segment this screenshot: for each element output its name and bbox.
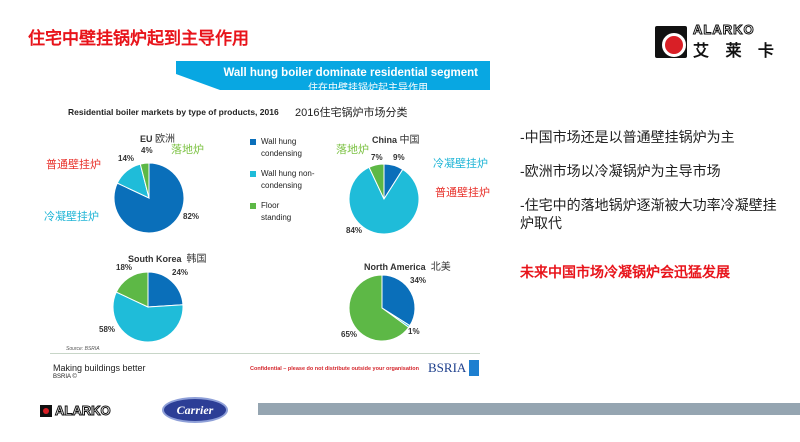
eu-slice-condensing	[113, 162, 185, 234]
eu-slice-floor	[139, 162, 150, 199]
copyright: BSRIA ©	[53, 374, 77, 380]
china-anno-floor: 落地炉	[336, 144, 369, 156]
na-label-noncondensing: 1%	[408, 327, 420, 336]
na-label-floor: 65%	[341, 330, 358, 339]
legend: Wall hung condensing Wall hung non-conde…	[250, 136, 321, 232]
bsria-logo: BSRIA	[428, 360, 480, 376]
korea-slice-condensing	[147, 271, 184, 308]
eu-label-condensing: 82%	[183, 212, 200, 221]
banner: Wall hung boiler dominate residential se…	[176, 61, 490, 90]
korea-label-floor: 18%	[116, 263, 133, 272]
logo-cn: 艾 莱 卡	[693, 43, 780, 60]
china-anno-noncondensing: 普通壁挂炉	[435, 187, 490, 199]
na-label-condensing: 34%	[410, 276, 427, 285]
eu-label-floor: 4%	[141, 146, 153, 155]
divider	[50, 353, 480, 354]
slide-title: 住宅中壁挂锅炉起到主导作用	[28, 29, 249, 48]
china-label-condensing: 9%	[393, 153, 405, 162]
eu-anno-floor: 落地炉	[171, 144, 204, 156]
eu-anno-noncondensing: 普通壁挂炉	[46, 159, 101, 171]
conclusion: 未来中国市场冷凝锅炉会迅猛发展	[520, 264, 730, 280]
na-name: North America 北美	[364, 262, 451, 273]
china-name: China 中国	[372, 135, 420, 146]
korea-slice-noncondensing	[112, 291, 184, 343]
footer-bar	[258, 403, 800, 415]
legend-swatch	[250, 139, 256, 145]
banner-cn: 住在中壁挂锅炉起主导作用	[308, 83, 428, 94]
china-anno-condensing: 冷凝壁挂炉	[433, 158, 488, 170]
china-slice-floor	[368, 163, 385, 200]
bullet-item: -住宅中的落地锅炉逐渐被大功率冷凝壁挂炉取代	[520, 197, 777, 231]
legend-noncondensing: Wall hung non-condensing	[250, 168, 321, 192]
korea-label-condensing: 24%	[172, 268, 189, 277]
confidential-note: Confidential – please do not distribute …	[250, 366, 419, 372]
eu-name: EU 欧洲	[140, 134, 176, 145]
legend-floor: Floor standing	[250, 200, 321, 224]
eu-anno-condensing: 冷凝壁挂炉	[44, 211, 99, 223]
bullet-item: -中国市场还是以普通壁挂锅炉为主	[520, 129, 735, 145]
legend-swatch	[250, 203, 256, 209]
chart-title: Residential boiler markets by type of pr…	[68, 107, 279, 117]
alarko-mark-icon	[655, 25, 687, 58]
alarko-logo: ALARKO 艾 莱 卡	[655, 22, 780, 61]
chart-title-cn: 2016住宅锅炉市场分类	[295, 107, 408, 119]
alarko-mark-icon	[40, 404, 52, 417]
eu-label-noncondensing: 14%	[118, 154, 135, 163]
carrier-logo: Carrier	[162, 397, 228, 423]
bullet-item: -欧洲市场以冷凝锅炉为主导市场	[520, 163, 721, 179]
korea-name: South Korea 韩国	[128, 254, 207, 265]
na-slice-floor	[348, 274, 410, 342]
legend-swatch	[250, 171, 256, 177]
bullet-list: -中国市场还是以普通壁挂锅炉为主 -欧洲市场以冷凝锅炉为主导市场 -住宅中的落地…	[520, 128, 780, 248]
alarko-footer-logo: ALARKO	[40, 403, 111, 419]
korea-label-noncondensing: 58%	[99, 325, 116, 334]
tagline: Making buildings better	[53, 363, 146, 373]
source-note: Source: BSRIA	[66, 346, 100, 352]
china-label-noncondensing: 84%	[346, 226, 363, 235]
banner-en: Wall hung boiler dominate residential se…	[223, 67, 478, 79]
china-slice-noncondensing	[348, 166, 420, 235]
logo-en: ALARKO	[693, 22, 755, 38]
china-label-floor: 7%	[371, 153, 383, 162]
korea-slice-floor	[115, 271, 149, 308]
legend-condensing: Wall hung condensing	[250, 136, 321, 160]
